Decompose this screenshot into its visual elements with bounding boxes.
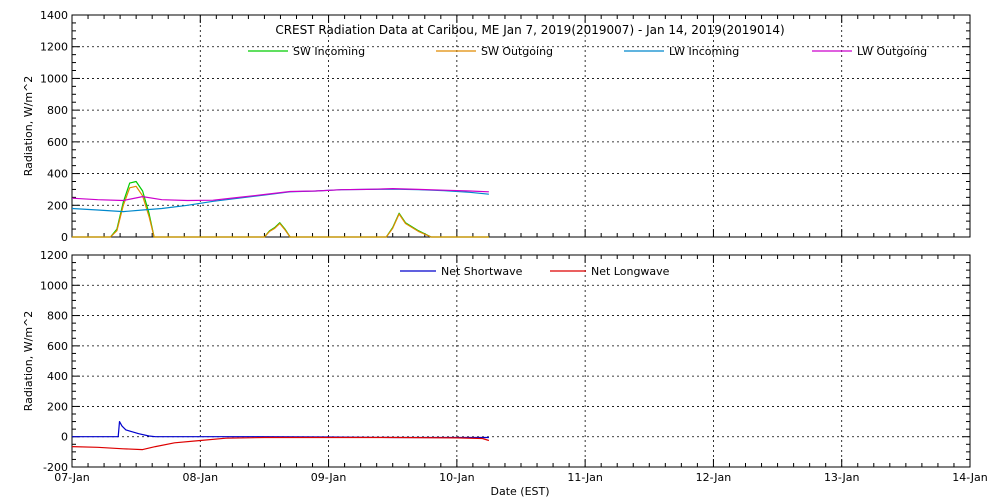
x-tick-label: 11-Jan <box>567 471 603 484</box>
x-axis-label: Date (EST) <box>490 485 549 498</box>
x-tick-label: 09-Jan <box>311 471 347 484</box>
top-y-tick-label: 1400 <box>40 9 68 22</box>
net-longwave-line <box>71 436 490 451</box>
sw-outgoing-legend-label: SW Outgoing <box>481 45 553 58</box>
top-y-tick-label: 800 <box>47 104 68 117</box>
net-shortwave-legend-label: Net Shortwave <box>441 265 523 278</box>
x-tick-label: 12-Jan <box>696 471 732 484</box>
top-y-tick-label: 1200 <box>40 41 68 54</box>
lw-outgoing-legend-label: LW Outgoing <box>857 45 927 58</box>
bottom-y-tick-label: 800 <box>47 310 68 323</box>
chart-title: CREST Radiation Data at Caribou, ME Jan … <box>275 23 784 37</box>
net-longwave-legend-label: Net Longwave <box>591 265 670 278</box>
top-y-tick-label: 1000 <box>40 72 68 85</box>
x-tick-label: 14-Jan <box>952 471 988 484</box>
sw-incoming-legend-label: SW Incoming <box>293 45 365 58</box>
bottom-plot-frame <box>71 254 971 468</box>
bottom-y-tick-label: 1200 <box>40 249 68 262</box>
bottom-y-tick-label: 400 <box>47 370 68 383</box>
lw-incoming-legend-label: LW Incoming <box>669 45 739 58</box>
top-y-axis-label: Radiation, W/m^2 <box>22 76 35 177</box>
top-y-tick-label: 200 <box>47 199 68 212</box>
bottom-y-tick-label: 1000 <box>40 279 68 292</box>
x-tick-label: 07-Jan <box>54 471 90 484</box>
sw-outgoing-line <box>72 185 489 238</box>
bottom-y-tick-label: 600 <box>47 340 68 353</box>
top-y-tick-label: 400 <box>47 168 68 181</box>
net-shortwave-line <box>72 421 489 439</box>
bottom-y-axis-label: Radiation, W/m^2 <box>22 311 35 412</box>
bottom-y-tick-label: 200 <box>47 400 68 413</box>
bottom-panel: Date (EST) 07-Jan 08-Jan 09-Jan 10-Jan 11-Ja… <box>22 249 988 498</box>
top-y-tick-label: 0 <box>61 231 68 244</box>
lw-outgoing-line <box>71 188 489 202</box>
bottom-y-tick-label: 0 <box>61 431 68 444</box>
x-tick-label: 08-Jan <box>183 471 219 484</box>
x-tick-label: 13-Jan <box>824 471 860 484</box>
x-tick-label: 10-Jan <box>439 471 475 484</box>
top-y-tick-label: 600 <box>47 136 68 149</box>
bottom-y-tick-label: -200 <box>43 461 68 474</box>
top-panel: CREST Radiation Data at Caribou, ME Jan … <box>22 9 971 244</box>
